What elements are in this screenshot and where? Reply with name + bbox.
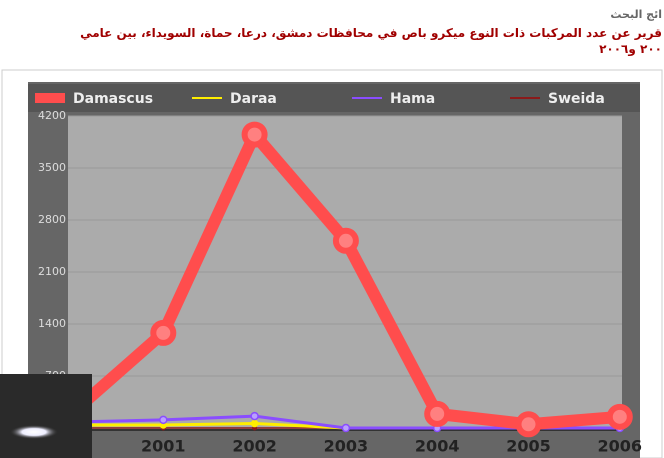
point-marker [241,121,268,148]
frame [1,69,663,458]
y-tick-label: 2100 [38,265,66,278]
legend-label: Damascus [73,91,153,107]
x-tick-label: 2002 [232,437,277,456]
point-marker [150,319,177,346]
results-title: ائج البحث [610,8,662,21]
point-marker [332,227,359,254]
legend-label: Sweida [548,91,605,107]
description-end: ٢٠٠ و٢٠٠٦ [599,42,662,56]
x-tick-label: 2001 [141,437,186,456]
x-tick-label: 2006 [598,437,643,456]
y-tick-label: 2800 [38,213,66,226]
point-marker [606,403,633,430]
photo-overlay [0,374,92,458]
legend-swatch [35,93,65,103]
y-tick-label: 3500 [38,161,66,174]
y-tick-label: 4200 [38,109,66,122]
point-marker [159,415,168,425]
x-tick-label: 2005 [506,437,551,456]
point-marker [250,411,259,421]
y-tick-label: 1400 [38,317,66,330]
point-marker [250,419,259,428]
point-marker [424,400,451,427]
point-marker [515,411,542,438]
photo-light [10,425,58,439]
x-tick-label: 2003 [324,437,369,456]
legend-label: Daraa [230,91,277,107]
description: قرير عن عدد المركبات ذات النوع ميكرو باص… [80,26,662,40]
legend-label: Hama [390,91,435,107]
point-marker [341,423,351,433]
x-tick-label: 2004 [415,437,460,456]
